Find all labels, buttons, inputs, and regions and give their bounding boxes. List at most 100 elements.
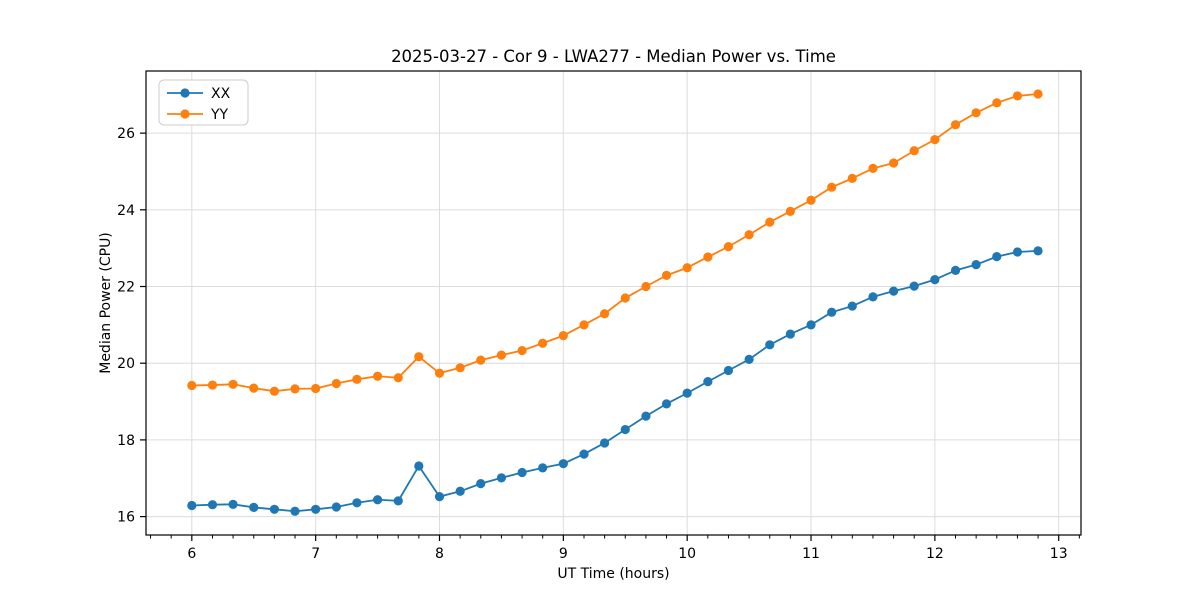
data-point-yy <box>187 380 197 391</box>
data-point-xx <box>992 252 1002 262</box>
data-point-xx <box>476 479 486 489</box>
data-point-xx <box>311 504 321 514</box>
data-point-xx <box>971 260 981 270</box>
data-point-yy <box>228 379 238 389</box>
legend-marker-yy-icon <box>180 109 190 119</box>
data-point-xx <box>827 307 837 317</box>
data-point-xx <box>187 500 197 511</box>
data-point-yy <box>538 338 548 348</box>
legend-label-yy: YY <box>210 107 229 123</box>
data-point-xx <box>641 411 651 421</box>
axes-layer: 6 7 8 9 10 11 12 13 16 18 20 22 24 26 <box>117 70 1082 562</box>
series-line-yy <box>191 93 1039 393</box>
data-point-yy <box>269 386 280 396</box>
data-point-xx <box>352 498 362 508</box>
data-point-yy <box>455 363 465 373</box>
data-point-yy <box>414 352 424 362</box>
data-point-yy <box>971 108 981 118</box>
legend-entry-yy: YY <box>167 107 229 123</box>
data-point-yy <box>558 330 568 341</box>
data-point-yy <box>785 206 795 216</box>
data-point-yy <box>620 293 630 303</box>
x-tick-label: 10 <box>678 546 696 562</box>
data-point-xx <box>434 492 445 502</box>
data-point-yy <box>290 384 300 394</box>
y-tick-label: 26 <box>117 126 135 142</box>
data-point-yy <box>1033 89 1043 99</box>
data-point-xx <box>785 329 795 339</box>
data-point-xx <box>703 377 713 387</box>
data-point-yy <box>476 355 486 365</box>
data-point-xx <box>579 449 589 459</box>
y-axis-label: Median Power (CPU) <box>98 232 114 374</box>
data-point-xx <box>620 424 630 435</box>
x-axis-label: UT Time (hours) <box>557 566 669 582</box>
data-point-xx <box>228 499 238 509</box>
data-point-yy <box>703 252 713 262</box>
data-point-yy <box>249 383 259 393</box>
data-point-xx <box>868 292 878 302</box>
data-point-xx <box>661 399 672 409</box>
legend-box <box>158 79 249 126</box>
data-point-yy <box>744 230 754 240</box>
legend-marker-xx-icon <box>180 88 190 98</box>
data-point-xx <box>249 502 259 512</box>
data-point-yy <box>992 98 1002 108</box>
data-point-yy <box>352 374 362 384</box>
data-point-yy <box>372 371 383 381</box>
data-point-xx <box>517 467 527 478</box>
data-point-xx <box>744 354 754 364</box>
data-point-xx <box>372 495 383 505</box>
data-point-xx <box>1012 247 1023 257</box>
data-point-xx <box>682 388 692 398</box>
data-point-yy <box>930 135 940 145</box>
data-point-xx <box>393 496 403 506</box>
data-point-xx <box>806 320 816 330</box>
data-point-xx <box>765 340 775 350</box>
data-point-yy <box>868 163 878 174</box>
y-tick-label: 24 <box>117 203 135 219</box>
data-point-yy <box>517 345 527 356</box>
data-point-xx <box>723 365 734 376</box>
data-point-yy <box>331 378 341 389</box>
data-point-yy <box>599 309 610 319</box>
data-point-yy <box>207 380 218 390</box>
data-point-yy <box>661 270 672 280</box>
data-point-xx <box>414 461 424 471</box>
x-tick-label: 13 <box>1050 546 1068 562</box>
data-point-xx <box>558 459 568 469</box>
data-point-yy <box>950 120 961 130</box>
legend: XX YY <box>158 79 249 126</box>
data-point-yy <box>889 158 899 168</box>
data-point-xx <box>889 286 899 296</box>
series-line-xx <box>191 249 1039 513</box>
data-point-yy <box>579 320 589 330</box>
x-tick-label: 8 <box>435 546 444 562</box>
data-point-yy <box>496 350 507 360</box>
y-tick-label: 18 <box>117 433 135 449</box>
data-point-xx <box>930 275 940 285</box>
y-tick-label: 20 <box>117 356 135 372</box>
data-point-xx <box>290 506 300 516</box>
x-tick-label: 7 <box>311 546 320 562</box>
x-tick-label: 11 <box>802 546 820 562</box>
data-point-yy <box>909 146 919 156</box>
x-tick-label: 9 <box>559 546 568 562</box>
data-point-xx <box>1033 246 1043 256</box>
data-point-yy <box>682 263 692 273</box>
data-point-yy <box>1012 91 1023 101</box>
data-point-xx <box>331 502 341 512</box>
data-point-yy <box>311 383 321 394</box>
data-point-xx <box>538 463 548 473</box>
data-point-xx <box>599 438 610 448</box>
x-tick-label: 12 <box>926 546 944 562</box>
plot-border <box>145 70 1082 536</box>
data-point-yy <box>827 182 837 192</box>
legend-entry-xx: XX <box>167 86 231 102</box>
data-point-xx <box>496 473 507 483</box>
series-layer <box>187 89 1043 516</box>
y-tick-label: 22 <box>117 280 135 296</box>
data-point-xx <box>847 301 857 311</box>
